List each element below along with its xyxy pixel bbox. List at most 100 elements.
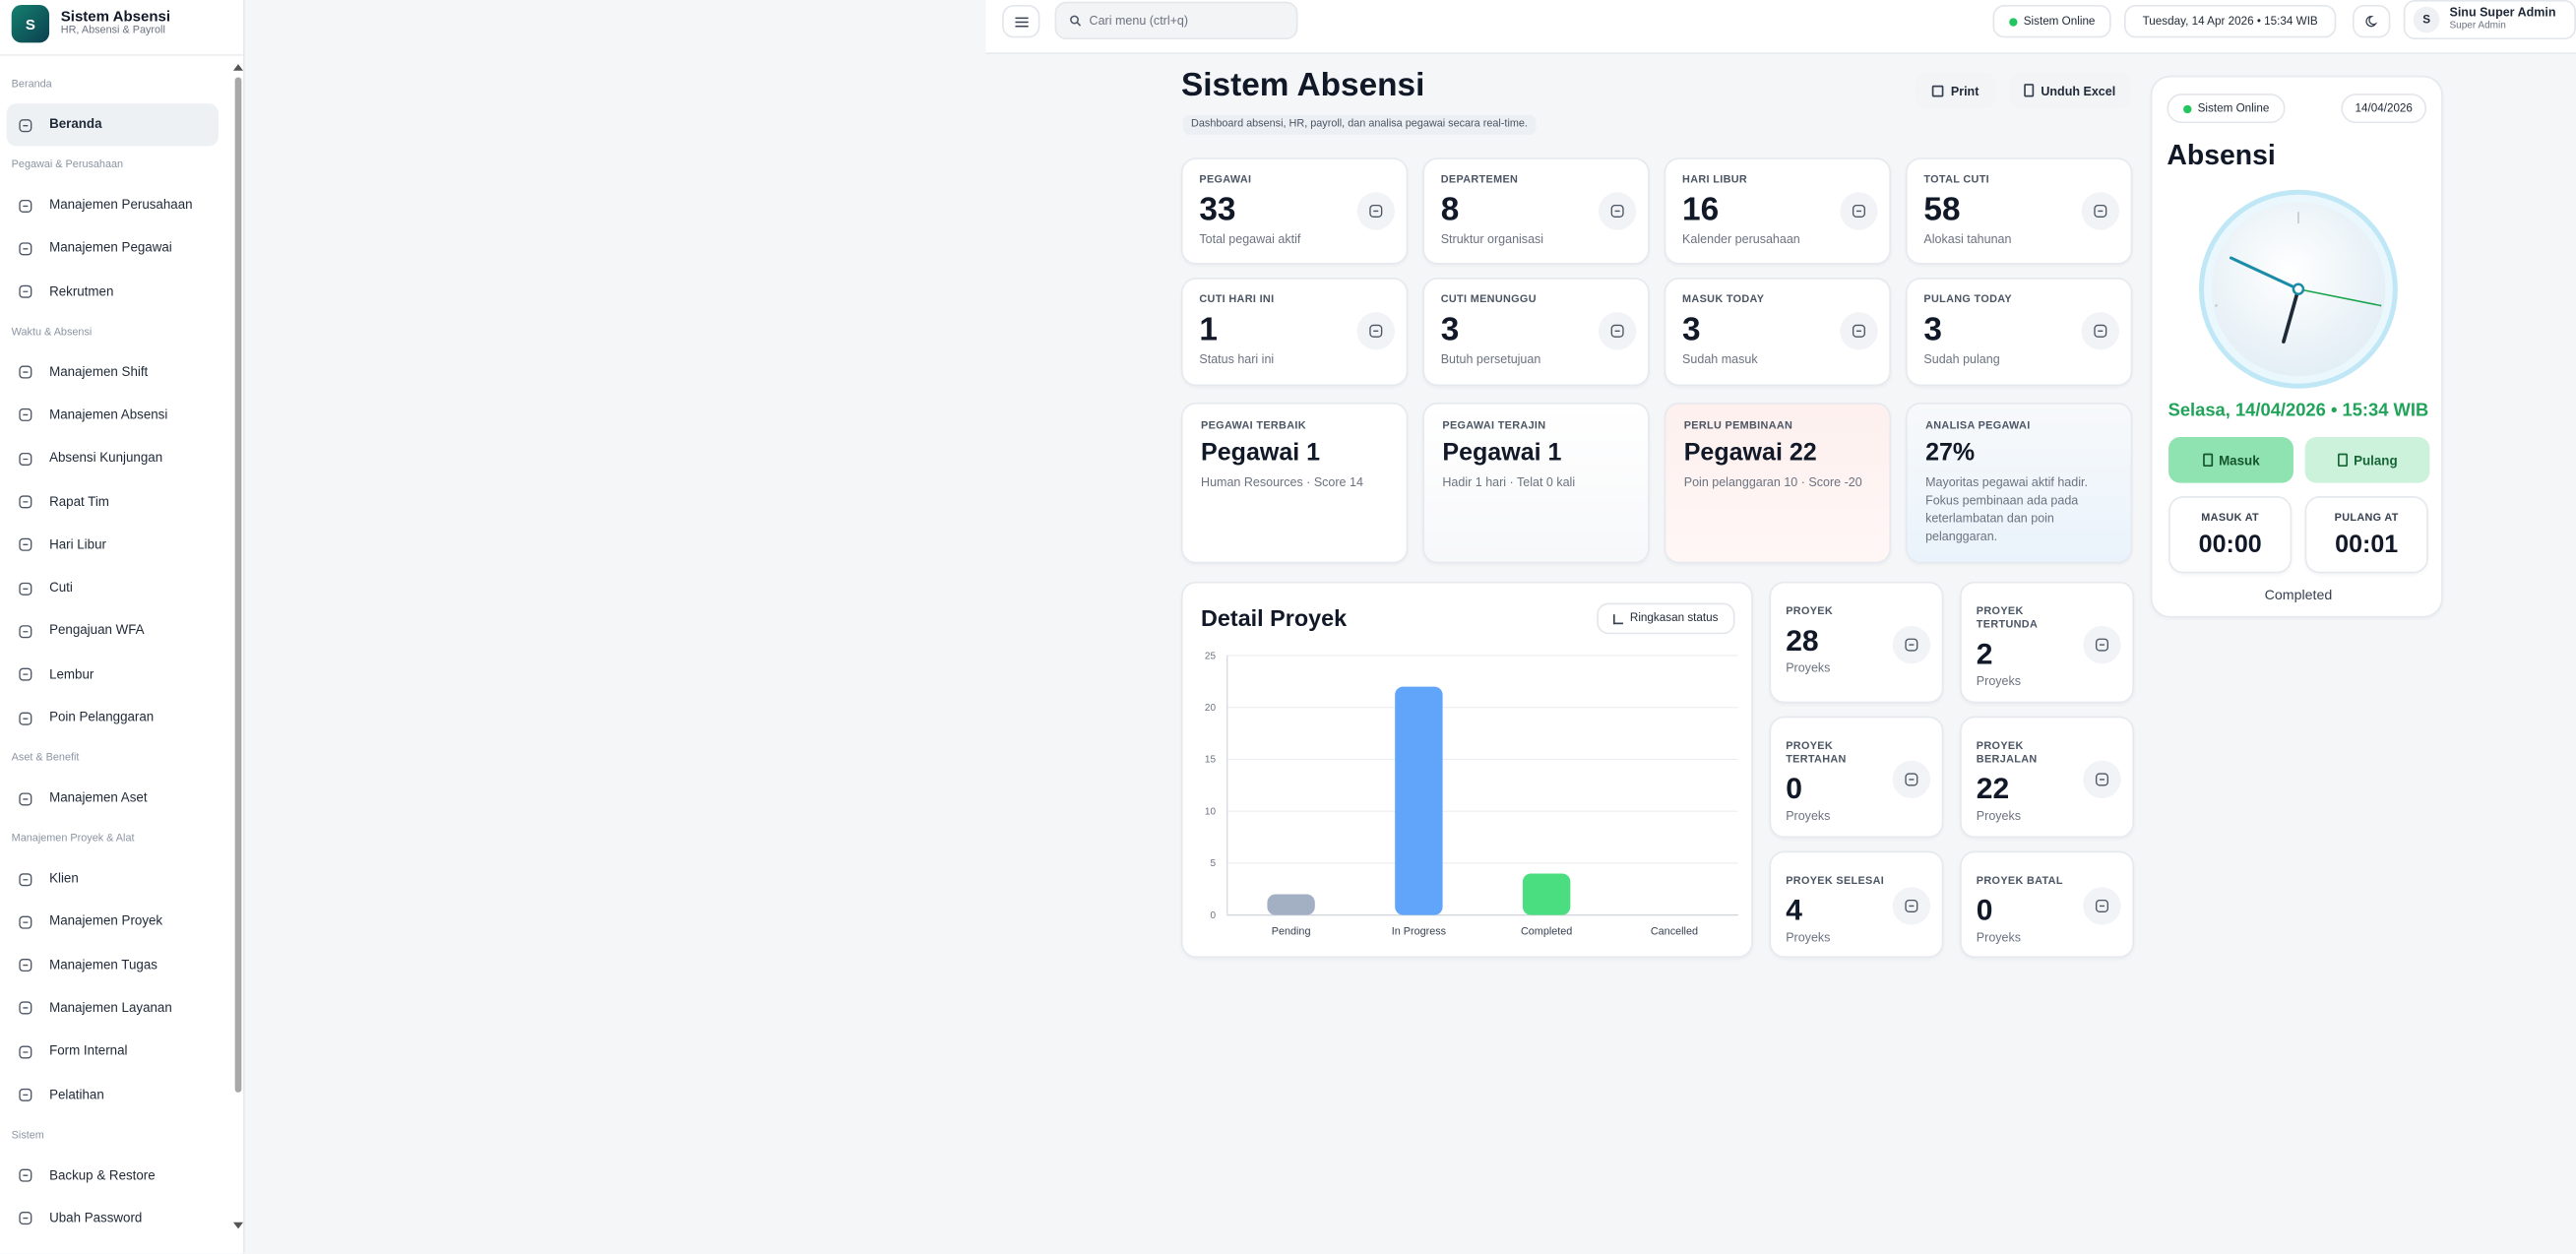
user-role: Super Admin	[2449, 21, 2506, 31]
search-placeholder: Cari menu (ctrl+q)	[1089, 13, 1189, 29]
print-button[interactable]: Print	[1916, 72, 1996, 109]
stat-note: Struktur organisasi	[1440, 231, 1544, 247]
stat-note: Status hari ini	[1199, 351, 1275, 367]
user-name: Sinu Super Admin	[2449, 5, 2556, 21]
moon	[2364, 16, 2377, 28]
sidebar: S Sistem Absensi HR, Absensi & Payroll B…	[0, 0, 245, 1254]
nav-item[interactable]: Rekrutmen	[7, 271, 219, 313]
icon	[19, 1168, 32, 1182]
nav-label: Klien	[49, 870, 79, 886]
icon-shape	[19, 711, 32, 724]
nav-item[interactable]: Lembur	[7, 654, 219, 696]
icon-shape	[19, 284, 32, 298]
nav-item[interactable]: Absensi Kunjungan	[7, 437, 219, 479]
check-out-button[interactable]: Pulang	[2304, 436, 2430, 483]
scroll-up[interactable]	[232, 62, 244, 72]
project-card: PROYEK BERJALAN 22 Proyeks	[1960, 716, 2135, 839]
icon-shape	[19, 495, 32, 509]
stat-label: TOTAL CUTI	[1923, 173, 1990, 186]
nav-label: Manajemen Layanan	[49, 1000, 172, 1016]
nav-item[interactable]: Cuti	[7, 567, 219, 609]
icon	[19, 452, 32, 466]
avatar: S	[2413, 6, 2440, 33]
icon-shape	[19, 365, 32, 379]
bar	[1395, 686, 1443, 915]
menu-button[interactable]	[1002, 5, 1040, 38]
stat-note: Kalender perusahaan	[1682, 231, 1800, 247]
nav-item[interactable]: Poin Pelanggaran	[7, 697, 219, 739]
nav-label: Lembur	[49, 666, 94, 682]
nav-item[interactable]: Manajemen Layanan	[7, 987, 219, 1030]
stat-icon	[1356, 312, 1395, 350]
nav-item[interactable]: Manajemen Proyek	[7, 901, 219, 943]
user-menu[interactable]: S Sinu Super Admin Super Admin	[2403, 0, 2576, 40]
chart-action-icon	[1613, 613, 1624, 624]
nav-label: Pelatihan	[49, 1087, 104, 1102]
project-value: 22	[1976, 772, 2010, 805]
nav-label: Manajemen Pegawai	[49, 240, 172, 256]
project-label: PROYEK TERTAHAN	[1786, 740, 1847, 766]
project-icon	[2083, 625, 2121, 663]
icon	[19, 408, 32, 422]
check-in-icon	[2202, 453, 2213, 467]
check-in-button[interactable]: Masuk	[2168, 436, 2293, 483]
chart-action[interactable]: Ringkasan status	[1597, 602, 1735, 635]
nav-item[interactable]: Pelatihan	[7, 1074, 219, 1116]
nav-item[interactable]: Pengajuan WFA	[7, 610, 219, 653]
stat-note: Total pegawai aktif	[1199, 231, 1301, 247]
excel-button[interactable]: Unduh Excel	[2009, 72, 2131, 109]
check-in-label: Masuk	[2219, 452, 2260, 468]
clock-center	[2292, 282, 2305, 296]
search-icon	[1070, 15, 1082, 27]
search-box[interactable]: Cari menu (ctrl+q)	[1054, 1, 1298, 40]
stat-label: MASUK TODAY	[1682, 293, 1765, 306]
project-note: Proyeks	[1976, 929, 2022, 945]
attendance-status: Sistem Online	[2167, 94, 2286, 124]
scrollbar-thumb[interactable]	[234, 77, 242, 1093]
nav-item[interactable]: Manajemen Shift	[7, 350, 219, 393]
nav-item[interactable]: Manajemen Absensi	[7, 394, 219, 436]
highlight-label: PEGAWAI TERBAIK	[1201, 420, 1306, 432]
nav-item[interactable]: Rapat Tim	[7, 480, 219, 523]
icon-shape	[1905, 772, 1918, 785]
stat-icon	[2081, 312, 2120, 350]
stat-card: CUTI HARI INI 1 Status hari ini	[1181, 278, 1409, 387]
nav-item[interactable]: Manajemen Perusahaan	[7, 184, 219, 226]
nav-item[interactable]: Klien	[7, 857, 219, 900]
nav-item[interactable]: Backup & Restore	[7, 1154, 219, 1196]
section-label: Aset & Benefit	[11, 752, 80, 765]
nav-label: Hari Libur	[49, 536, 106, 552]
nav-label: Pengajuan WFA	[49, 623, 145, 639]
scroll-down[interactable]	[232, 1221, 244, 1230]
bar	[1522, 873, 1571, 915]
nav-item[interactable]: Hari Libur	[7, 524, 219, 566]
theme-toggle[interactable]	[2353, 5, 2391, 38]
attendance-state: Completed	[2264, 586, 2333, 603]
logo[interactable]: S	[11, 5, 50, 43]
nav-label: Manajemen Proyek	[49, 913, 163, 929]
nav-label: Backup & Restore	[49, 1166, 156, 1182]
icon	[19, 199, 32, 213]
chart-title: Detail Proyek	[1201, 604, 1348, 631]
highlight-note: Human Resources · Score 14	[1201, 474, 1363, 490]
topbar: Cari menu (ctrl+q) Sistem Online Tuesday…	[985, 0, 2576, 55]
nav-item[interactable]: Manajemen Tugas	[7, 944, 219, 986]
highlight-card: PEGAWAI TERAJIN Pegawai 1 Hadir 1 hari · T…	[1422, 402, 1650, 564]
nav-item[interactable]: Manajemen Aset	[7, 777, 219, 819]
nav-label: Manajemen Perusahaan	[49, 197, 193, 213]
nav-item[interactable]: Beranda	[6, 103, 219, 147]
x-tick-label: In Progress	[1392, 926, 1447, 938]
nav-item[interactable]: Ubah Password	[7, 1197, 219, 1239]
stat-icon	[1840, 312, 1878, 350]
check-out-box: PULANG AT 00:01	[2304, 496, 2428, 574]
page-title: Sistem Absensi	[1181, 67, 1425, 104]
icon-shape	[19, 1212, 32, 1225]
nav-item[interactable]: Manajemen Pegawai	[7, 227, 219, 270]
project-note: Proyeks	[1976, 808, 2022, 824]
section-label: Waktu & Absensi	[11, 326, 93, 339]
icon	[19, 959, 32, 972]
menu-lines	[1014, 16, 1028, 27]
project-label: PROYEK	[1786, 605, 1834, 618]
project-value: 0	[1786, 772, 1802, 805]
nav-item[interactable]: Form Internal	[7, 1031, 219, 1073]
